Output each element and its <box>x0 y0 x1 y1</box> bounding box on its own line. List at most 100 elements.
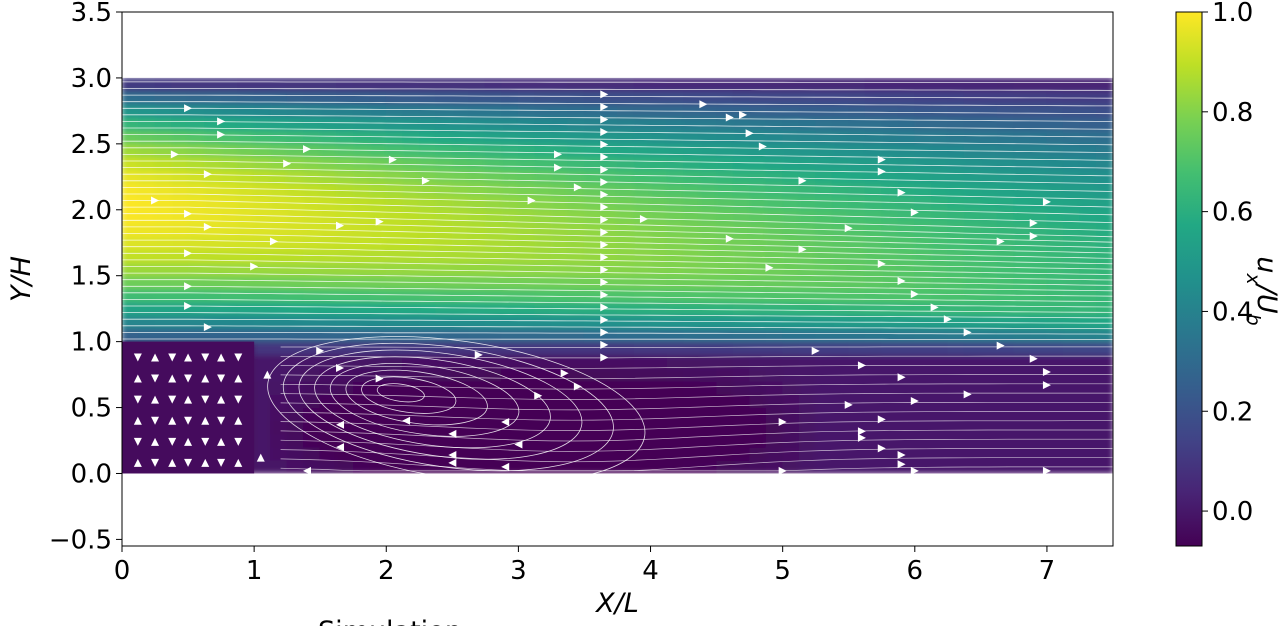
field-cell <box>881 459 899 474</box>
field-cell <box>369 182 387 198</box>
field-cell <box>451 367 470 382</box>
field-cell <box>122 301 140 316</box>
field-cell <box>683 327 701 343</box>
field-cell <box>1062 143 1081 158</box>
streamline-arrow <box>217 458 226 467</box>
field-cell <box>435 301 453 316</box>
field-cell <box>699 196 718 211</box>
field-cell <box>484 459 503 474</box>
field-cell <box>914 77 932 92</box>
field-cell <box>947 116 965 132</box>
field-cell <box>1029 103 1048 118</box>
field-cell <box>765 222 784 237</box>
field-cell <box>666 156 685 171</box>
streamline-arrow <box>448 429 457 438</box>
field-cell <box>1062 433 1081 448</box>
field-cell <box>352 459 371 474</box>
field-cell <box>782 248 800 264</box>
field-cell <box>815 367 833 382</box>
streamline <box>122 266 1113 281</box>
field-cell <box>650 288 668 303</box>
field-cell <box>782 288 800 303</box>
field-cell <box>1095 301 1113 316</box>
field-cell <box>1062 209 1081 224</box>
field-cell <box>749 446 767 461</box>
streamline-arrow <box>168 395 177 404</box>
field-cell <box>914 209 932 224</box>
field-cell <box>204 327 222 343</box>
field-cell <box>534 327 552 343</box>
field-cell <box>749 116 767 132</box>
field-cell <box>699 143 718 158</box>
streamline-arrow <box>745 129 754 138</box>
streamline-arrow <box>1029 232 1038 241</box>
field-cell <box>122 275 140 290</box>
field-cell <box>782 446 800 461</box>
field-cell <box>617 196 635 211</box>
field-cell <box>418 262 437 277</box>
field-cell <box>369 222 387 237</box>
field-cell <box>732 248 751 264</box>
field-cell <box>798 103 817 118</box>
field-cell <box>666 196 685 211</box>
field-cell <box>517 327 536 343</box>
colorbar-tick-label: 0.4 <box>1212 297 1253 327</box>
field-cell <box>385 182 404 198</box>
field-cell <box>848 341 866 356</box>
field-cell <box>171 262 189 277</box>
field-cell <box>171 90 189 105</box>
field-cell <box>1013 354 1031 369</box>
colorbar-label: ux/Ub <box>1242 256 1279 325</box>
colorbar-tick-label: 0.8 <box>1212 98 1253 128</box>
field-cell <box>798 393 817 409</box>
streamline <box>122 332 1113 335</box>
field-cell <box>220 182 239 198</box>
streamline-arrow <box>448 451 457 460</box>
field-cell <box>864 182 883 198</box>
field-cell <box>501 393 519 409</box>
field-cell <box>336 235 354 250</box>
field-cell <box>402 90 420 105</box>
field-cell <box>1046 235 1064 250</box>
field-cell <box>815 301 833 316</box>
field-cell <box>220 327 239 343</box>
field-cell <box>633 327 652 343</box>
field-cell <box>1095 90 1113 105</box>
field-cell <box>1095 327 1113 343</box>
streamline <box>122 121 1113 130</box>
field-cell <box>716 393 734 409</box>
field-cell <box>385 77 404 92</box>
streamline <box>122 279 1113 292</box>
field-cell <box>319 459 338 474</box>
field-cell <box>1079 103 1097 118</box>
field-cell <box>1046 209 1064 224</box>
field-cell <box>567 367 585 382</box>
field-cell <box>451 314 470 329</box>
field-cell <box>617 262 635 277</box>
field-cell <box>336 196 354 211</box>
field-cell <box>270 196 288 211</box>
field-cell <box>550 248 569 264</box>
field-cell <box>699 248 718 264</box>
field-cell <box>914 354 932 369</box>
field-cell <box>468 446 486 461</box>
field-cell <box>402 433 420 448</box>
field-cell <box>980 341 998 356</box>
field-cell <box>204 77 222 92</box>
field-cell <box>122 209 140 224</box>
field-cell <box>683 156 701 171</box>
field-cell <box>963 143 982 158</box>
field-cell <box>567 116 585 132</box>
field-cell <box>171 77 189 92</box>
field-cell <box>154 222 173 237</box>
field-cell <box>864 341 883 356</box>
field-cell <box>617 367 635 382</box>
field-cell <box>782 341 800 356</box>
field-cell <box>369 301 387 316</box>
field-cell <box>534 446 552 461</box>
field-cell <box>1062 248 1081 264</box>
field-cell <box>418 90 437 105</box>
field-cell <box>1046 393 1064 409</box>
field-cell <box>253 341 272 356</box>
field-cell <box>270 116 288 132</box>
